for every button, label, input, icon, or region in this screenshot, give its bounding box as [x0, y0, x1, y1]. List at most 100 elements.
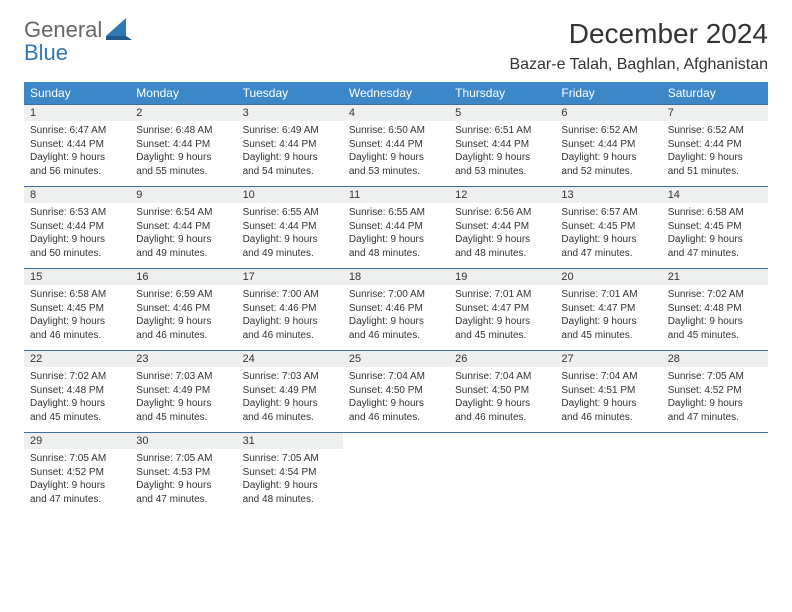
- sunrise-line: Sunrise: 6:47 AM: [30, 124, 124, 138]
- sunrise-line: Sunrise: 6:48 AM: [136, 124, 230, 138]
- day-header: Tuesday: [237, 82, 343, 105]
- day-cell: Sunrise: 7:02 AMSunset: 4:48 PMDaylight:…: [24, 367, 130, 433]
- daylight-line: Daylight: 9 hoursand 45 minutes.: [30, 397, 124, 424]
- daylight-line: Daylight: 9 hoursand 53 minutes.: [349, 151, 443, 178]
- brand-line1: General: [24, 17, 102, 42]
- empty-cell: [662, 449, 768, 514]
- daylight-line: Daylight: 9 hoursand 47 minutes.: [561, 233, 655, 260]
- daylight-line: Daylight: 9 hoursand 47 minutes.: [136, 479, 230, 506]
- brand-line2: Blue: [24, 40, 68, 65]
- day-cell: Sunrise: 6:54 AMSunset: 4:44 PMDaylight:…: [130, 203, 236, 269]
- sunset-line: Sunset: 4:45 PM: [561, 220, 655, 234]
- daylight-line: Daylight: 9 hoursand 48 minutes.: [455, 233, 549, 260]
- day-cell: Sunrise: 7:03 AMSunset: 4:49 PMDaylight:…: [130, 367, 236, 433]
- day-cell: Sunrise: 6:55 AMSunset: 4:44 PMDaylight:…: [343, 203, 449, 269]
- day-header: Sunday: [24, 82, 130, 105]
- daylight-line: Daylight: 9 hoursand 51 minutes.: [668, 151, 762, 178]
- day-cell: Sunrise: 7:02 AMSunset: 4:48 PMDaylight:…: [662, 285, 768, 351]
- day-number: 14: [662, 187, 768, 204]
- sunset-line: Sunset: 4:44 PM: [243, 220, 337, 234]
- sunset-line: Sunset: 4:46 PM: [136, 302, 230, 316]
- day-header: Saturday: [662, 82, 768, 105]
- empty-cell: [343, 449, 449, 514]
- sunset-line: Sunset: 4:44 PM: [561, 138, 655, 152]
- sunrise-line: Sunrise: 7:03 AM: [136, 370, 230, 384]
- sunrise-line: Sunrise: 7:00 AM: [243, 288, 337, 302]
- sunset-line: Sunset: 4:44 PM: [455, 220, 549, 234]
- daylight-line: Daylight: 9 hoursand 46 minutes.: [136, 315, 230, 342]
- sunrise-line: Sunrise: 7:03 AM: [243, 370, 337, 384]
- day-cell: Sunrise: 6:50 AMSunset: 4:44 PMDaylight:…: [343, 121, 449, 187]
- day-number: 11: [343, 187, 449, 204]
- day-header: Monday: [130, 82, 236, 105]
- sunset-line: Sunset: 4:44 PM: [243, 138, 337, 152]
- day-number: 28: [662, 351, 768, 368]
- sunrise-line: Sunrise: 6:49 AM: [243, 124, 337, 138]
- sunrise-line: Sunrise: 7:04 AM: [455, 370, 549, 384]
- calendar-table: SundayMondayTuesdayWednesdayThursdayFrid…: [24, 82, 768, 514]
- sunset-line: Sunset: 4:44 PM: [30, 138, 124, 152]
- sunrise-line: Sunrise: 7:04 AM: [561, 370, 655, 384]
- sunset-line: Sunset: 4:44 PM: [349, 138, 443, 152]
- day-cell: Sunrise: 7:04 AMSunset: 4:50 PMDaylight:…: [343, 367, 449, 433]
- day-header: Wednesday: [343, 82, 449, 105]
- day-cell: Sunrise: 7:01 AMSunset: 4:47 PMDaylight:…: [555, 285, 661, 351]
- daylight-line: Daylight: 9 hoursand 45 minutes.: [561, 315, 655, 342]
- sunrise-line: Sunrise: 6:58 AM: [30, 288, 124, 302]
- sunset-line: Sunset: 4:47 PM: [561, 302, 655, 316]
- day-number: 31: [237, 433, 343, 450]
- day-cell: Sunrise: 6:59 AMSunset: 4:46 PMDaylight:…: [130, 285, 236, 351]
- daylight-line: Daylight: 9 hoursand 54 minutes.: [243, 151, 337, 178]
- day-number: 29: [24, 433, 130, 450]
- day-cell: Sunrise: 7:00 AMSunset: 4:46 PMDaylight:…: [343, 285, 449, 351]
- day-cell: Sunrise: 7:05 AMSunset: 4:53 PMDaylight:…: [130, 449, 236, 514]
- month-title: December 2024: [509, 18, 768, 50]
- daylight-line: Daylight: 9 hoursand 45 minutes.: [455, 315, 549, 342]
- daylight-line: Daylight: 9 hoursand 46 minutes.: [243, 315, 337, 342]
- daylight-line: Daylight: 9 hoursand 48 minutes.: [243, 479, 337, 506]
- sunset-line: Sunset: 4:52 PM: [30, 466, 124, 480]
- daylight-line: Daylight: 9 hoursand 46 minutes.: [561, 397, 655, 424]
- brand-text: General Blue: [24, 18, 102, 64]
- empty-cell: [449, 449, 555, 514]
- sunset-line: Sunset: 4:49 PM: [136, 384, 230, 398]
- sunset-line: Sunset: 4:46 PM: [349, 302, 443, 316]
- day-number: 25: [343, 351, 449, 368]
- sunset-line: Sunset: 4:45 PM: [30, 302, 124, 316]
- day-number: 23: [130, 351, 236, 368]
- day-number: 26: [449, 351, 555, 368]
- sunrise-line: Sunrise: 7:05 AM: [30, 452, 124, 466]
- sunset-line: Sunset: 4:50 PM: [349, 384, 443, 398]
- day-number: 1: [24, 105, 130, 122]
- day-number: 19: [449, 269, 555, 286]
- sunset-line: Sunset: 4:45 PM: [668, 220, 762, 234]
- day-header: Friday: [555, 82, 661, 105]
- day-number: 12: [449, 187, 555, 204]
- day-number: 2: [130, 105, 236, 122]
- day-number: 27: [555, 351, 661, 368]
- day-number: 21: [662, 269, 768, 286]
- daylight-line: Daylight: 9 hoursand 55 minutes.: [136, 151, 230, 178]
- daylight-line: Daylight: 9 hoursand 46 minutes.: [349, 315, 443, 342]
- daylight-line: Daylight: 9 hoursand 50 minutes.: [30, 233, 124, 260]
- sunset-line: Sunset: 4:52 PM: [668, 384, 762, 398]
- day-cell: Sunrise: 6:47 AMSunset: 4:44 PMDaylight:…: [24, 121, 130, 187]
- daylight-line: Daylight: 9 hoursand 45 minutes.: [136, 397, 230, 424]
- day-cell: Sunrise: 6:56 AMSunset: 4:44 PMDaylight:…: [449, 203, 555, 269]
- day-number: 16: [130, 269, 236, 286]
- sunset-line: Sunset: 4:44 PM: [136, 138, 230, 152]
- day-cell: Sunrise: 7:04 AMSunset: 4:51 PMDaylight:…: [555, 367, 661, 433]
- sunrise-line: Sunrise: 6:56 AM: [455, 206, 549, 220]
- day-number: 6: [555, 105, 661, 122]
- sunrise-line: Sunrise: 6:50 AM: [349, 124, 443, 138]
- sunset-line: Sunset: 4:54 PM: [243, 466, 337, 480]
- day-cell: Sunrise: 6:52 AMSunset: 4:44 PMDaylight:…: [555, 121, 661, 187]
- sunrise-line: Sunrise: 6:54 AM: [136, 206, 230, 220]
- sunset-line: Sunset: 4:49 PM: [243, 384, 337, 398]
- sunset-line: Sunset: 4:44 PM: [668, 138, 762, 152]
- sunrise-line: Sunrise: 7:01 AM: [455, 288, 549, 302]
- daylight-line: Daylight: 9 hoursand 46 minutes.: [243, 397, 337, 424]
- day-number: 4: [343, 105, 449, 122]
- sunrise-line: Sunrise: 6:52 AM: [668, 124, 762, 138]
- day-number: 22: [24, 351, 130, 368]
